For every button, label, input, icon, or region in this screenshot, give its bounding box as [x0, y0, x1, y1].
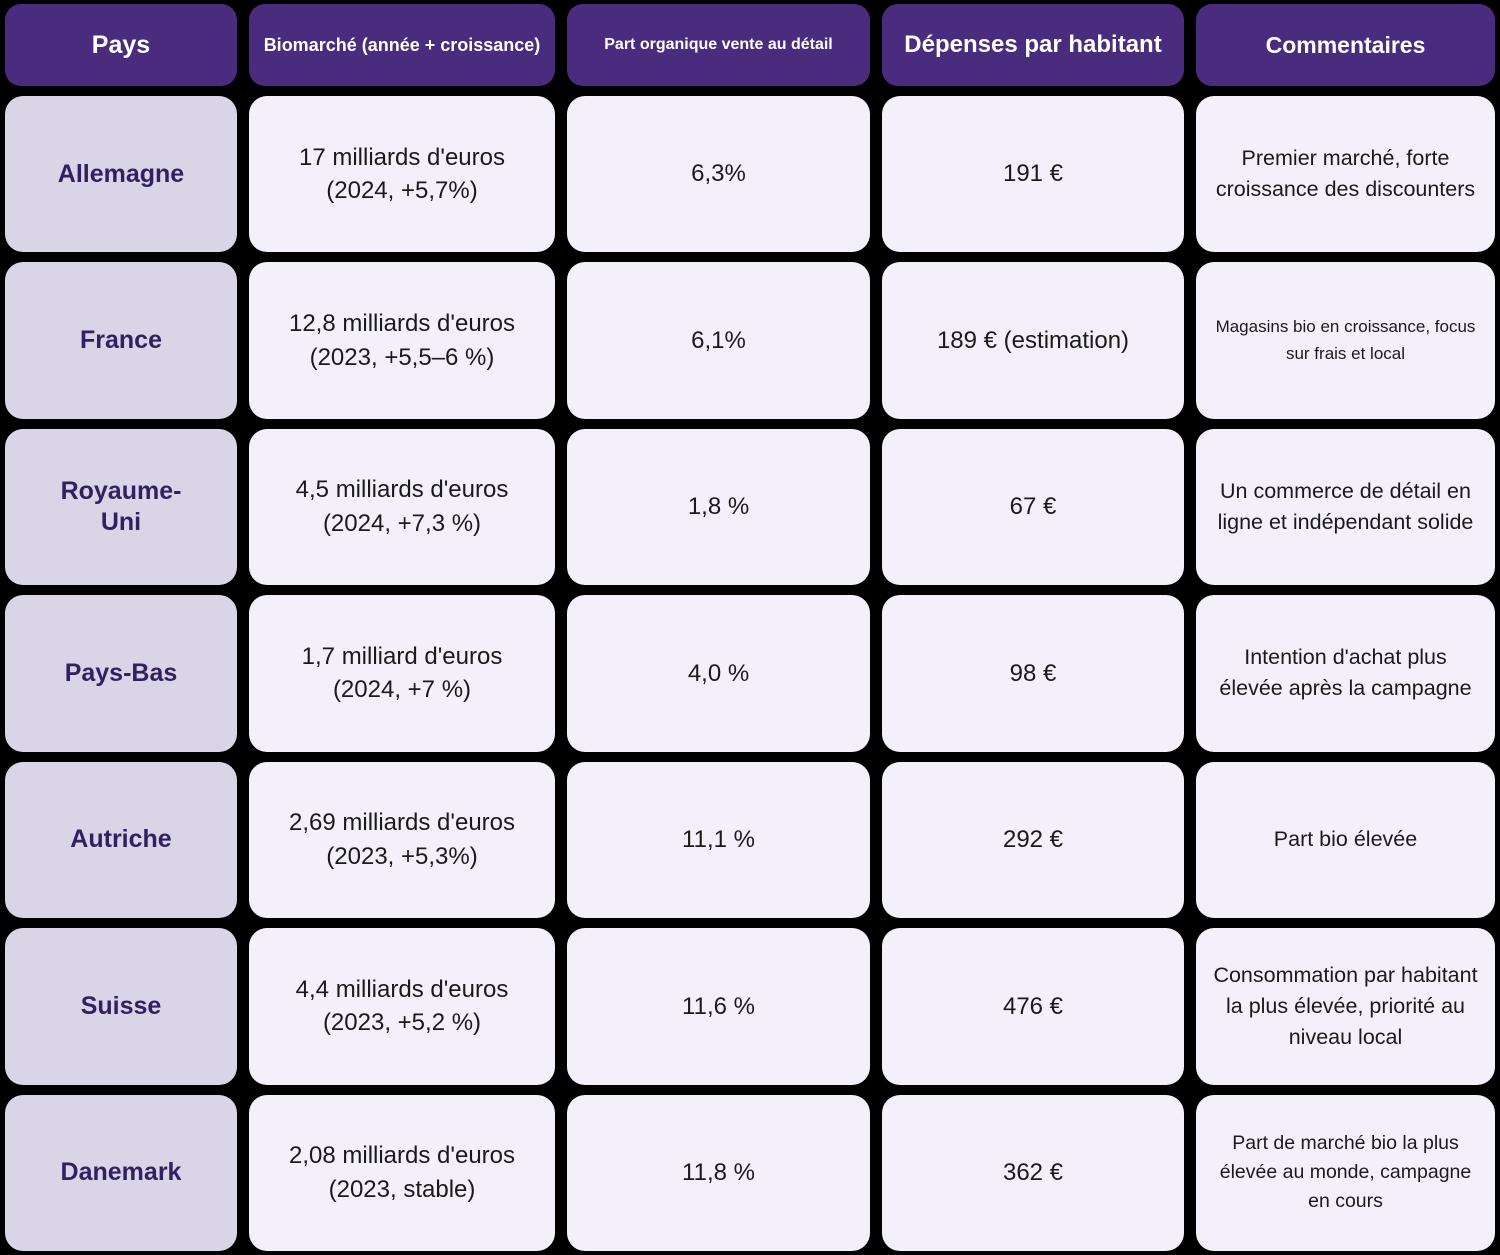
header-cell-part-organique: Part organique vente au détail — [567, 4, 870, 86]
market-detail: (2023, +5,2 %) — [322, 1009, 482, 1037]
market-text: 2,69 milliards d'euros (2023, +5,3%) — [289, 806, 515, 873]
country-cell: Autriche — [5, 761, 237, 919]
comment-cell: Consommation par habitant la plus élevée… — [1196, 928, 1495, 1085]
market-cell: 12,8 milliards d'euros (2023, +5,5–6 %) — [249, 262, 555, 419]
country-cell: France — [5, 262, 237, 419]
per-capita-spend-cell: 476 € — [882, 928, 1184, 1085]
market-value: 2,69 milliards d'euros — [288, 809, 516, 837]
header-cell-depenses: Dépenses par habitant — [882, 4, 1184, 86]
organic-share-cell: 11,6 % — [567, 928, 870, 1085]
market-cell: 2,69 milliards d'euros (2023, +5,3%) — [249, 761, 555, 919]
organic-share-cell: 11,8 % — [567, 1094, 870, 1251]
market-text: 1,7 milliard d'euros (2024, +7 %) — [302, 640, 503, 707]
organic-share-cell: 1,8 % — [567, 428, 870, 586]
organic-share-cell: 6,3% — [567, 96, 870, 253]
country-cell: Danemark — [5, 1094, 237, 1251]
comment-cell: Un commerce de détail en ligne et indépe… — [1196, 428, 1495, 586]
market-cell: 2,08 milliards d'euros (2023, stable) — [249, 1094, 555, 1251]
country-cell: Royaume- Uni — [5, 428, 237, 586]
comment-cell: Part de marché bio la plus élevée au mon… — [1196, 1094, 1495, 1251]
market-text: 17 milliards d'euros (2024, +5,7%) — [299, 141, 505, 208]
market-text: 12,8 milliards d'euros (2023, +5,5–6 %) — [289, 307, 515, 374]
organic-share-cell: 4,0 % — [567, 595, 870, 752]
country-cell: Pays-Bas — [5, 595, 237, 752]
market-detail: (2023, +5,3%) — [326, 842, 478, 870]
comment-cell: Magasins bio en croissance, focus sur fr… — [1196, 262, 1495, 419]
market-detail: (2024, +5,7%) — [326, 177, 478, 205]
per-capita-spend-cell: 189 € (estimation) — [882, 262, 1184, 419]
country-cell: Allemagne — [5, 96, 237, 253]
market-text: 4,4 milliards d'euros (2023, +5,2 %) — [296, 973, 509, 1040]
market-value: 17 milliards d'euros — [298, 143, 505, 171]
market-text: 2,08 milliards d'euros (2023, stable) — [289, 1139, 515, 1206]
country-cell: Suisse — [5, 928, 237, 1085]
market-detail: (2023, +5,5–6 %) — [309, 343, 495, 371]
organic-share-cell: 11,1 % — [567, 761, 870, 919]
market-value: 4,5 milliards d'euros — [295, 476, 509, 504]
market-detail: (2024, +7 %) — [332, 676, 472, 704]
market-cell: 17 milliards d'euros (2024, +5,7%) — [249, 96, 555, 253]
market-detail: (2024, +7,3 %) — [322, 510, 482, 538]
market-value: 4,4 milliards d'euros — [295, 975, 509, 1003]
header-cell-biomarche: Biomarché (année + croissance) — [249, 4, 555, 86]
header-cell-commentaires: Commentaires — [1196, 4, 1495, 86]
per-capita-spend-cell: 67 € — [882, 428, 1184, 586]
market-cell: 4,5 milliards d'euros (2024, +7,3 %) — [249, 428, 555, 586]
organic-share-cell: 6,1% — [567, 262, 870, 419]
header-cell-pays: Pays — [5, 4, 237, 86]
market-cell: 1,7 milliard d'euros (2024, +7 %) — [249, 595, 555, 752]
market-value: 2,08 milliards d'euros — [288, 1142, 516, 1170]
comment-cell: Part bio élevée — [1196, 761, 1495, 919]
per-capita-spend-cell: 98 € — [882, 595, 1184, 752]
per-capita-spend-cell: 362 € — [882, 1094, 1184, 1251]
market-value: 1,7 milliard d'euros — [301, 642, 503, 670]
per-capita-spend-cell: 292 € — [882, 761, 1184, 919]
market-text: 4,5 milliards d'euros (2024, +7,3 %) — [296, 473, 509, 540]
market-detail: (2023, stable) — [328, 1175, 476, 1203]
comment-cell: Premier marché, forte croissance des dis… — [1196, 96, 1495, 253]
per-capita-spend-cell: 191 € — [882, 96, 1184, 253]
comment-cell: Intention d'achat plus élevée après la c… — [1196, 595, 1495, 752]
market-value: 12,8 milliards d'euros — [288, 310, 516, 338]
market-cell: 4,4 milliards d'euros (2023, +5,2 %) — [249, 928, 555, 1085]
